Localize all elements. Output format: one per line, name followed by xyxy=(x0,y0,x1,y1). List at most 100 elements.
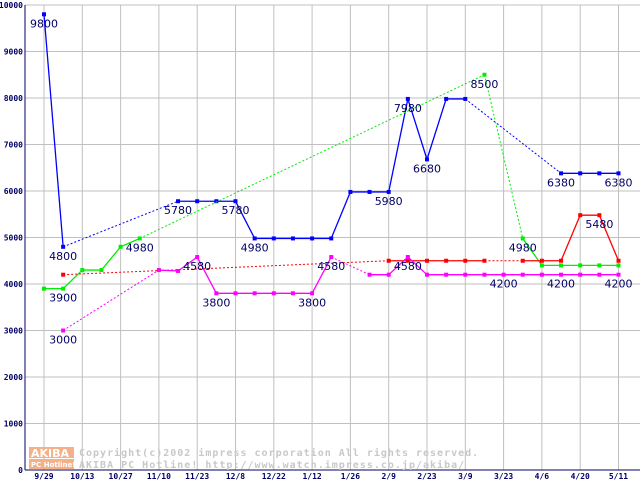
red-point xyxy=(482,258,487,263)
magenta-point xyxy=(156,268,161,273)
y-tick-label: 9000 xyxy=(4,48,23,57)
series-layer xyxy=(42,12,621,333)
data-label: 7980 xyxy=(394,102,422,115)
y-tick-label: 1000 xyxy=(4,420,23,429)
data-label: 6680 xyxy=(413,162,441,175)
magenta-point xyxy=(597,272,602,277)
green-point xyxy=(482,72,487,77)
red-point xyxy=(425,258,429,263)
green-point xyxy=(137,236,142,241)
x-tick-label: 11/10 xyxy=(147,472,171,480)
blue-segment xyxy=(407,98,428,160)
y-tick-label: 6000 xyxy=(4,187,23,196)
green-point xyxy=(42,286,46,291)
magenta-point xyxy=(520,272,525,277)
data-label: 4980 xyxy=(241,241,269,254)
magenta-point xyxy=(405,255,410,260)
blue-point xyxy=(386,189,391,194)
green-segment xyxy=(120,237,141,248)
red-point xyxy=(616,258,621,263)
magenta-point xyxy=(616,272,621,277)
magenta-point xyxy=(463,272,468,277)
x-tick-label: 9/29 xyxy=(34,472,53,480)
data-label: 3800 xyxy=(298,296,326,309)
magenta-point xyxy=(329,255,334,260)
magenta-point xyxy=(386,272,391,277)
magenta-point xyxy=(425,272,429,277)
y-tick-label: 2000 xyxy=(4,373,23,382)
red-point xyxy=(386,258,391,263)
data-label: 8500 xyxy=(470,78,498,91)
magenta-segment xyxy=(158,269,179,272)
red-point xyxy=(405,258,410,263)
blue-point xyxy=(252,236,257,241)
blue-point xyxy=(405,96,410,101)
magenta-segment xyxy=(407,256,428,276)
x-tick-label: 5/11 xyxy=(609,472,628,480)
data-label: 6380 xyxy=(547,176,575,189)
x-tick-label: 12/8 xyxy=(226,472,245,480)
magenta-segment xyxy=(177,256,198,272)
magenta-point xyxy=(271,291,276,296)
magenta-point xyxy=(195,255,200,260)
x-tick-label: 2/9 xyxy=(381,472,396,480)
blue-dotted-segment xyxy=(464,98,562,174)
data-label: 4580 xyxy=(394,260,422,273)
url-text: AKIBA PC Hotline! http://www.watch.impre… xyxy=(79,459,465,471)
data-label: 4200 xyxy=(547,278,575,291)
blue-point xyxy=(195,199,200,204)
magenta-point xyxy=(444,272,449,277)
red-segment xyxy=(598,214,620,262)
magenta-point xyxy=(214,291,219,296)
y-tick-label: 8000 xyxy=(4,94,23,103)
x-tick-label: 4/6 xyxy=(535,472,550,480)
blue-point xyxy=(176,199,181,204)
blue-point xyxy=(310,236,315,241)
red-point xyxy=(444,258,449,263)
x-tick-label: 3/23 xyxy=(494,472,513,480)
blue-segment xyxy=(234,200,256,239)
blue-segment xyxy=(388,98,409,193)
green-point xyxy=(61,286,66,291)
data-label: 5980 xyxy=(375,195,403,208)
blue-segment xyxy=(426,98,447,160)
magenta-segment xyxy=(388,256,409,276)
data-label: 5780 xyxy=(222,204,250,217)
x-tick-label: 4/20 xyxy=(571,472,590,480)
x-tick-label: 10/13 xyxy=(70,472,94,480)
magenta-segment xyxy=(311,256,332,294)
magenta-point xyxy=(501,272,506,277)
data-label: 3000 xyxy=(49,334,77,347)
magenta-segment xyxy=(196,256,217,294)
watermark: AKIBA PC Hotline! Copyright(c)2002 impre… xyxy=(29,447,478,471)
data-label: 9800 xyxy=(30,17,58,30)
blue-point xyxy=(559,171,564,176)
blue-point xyxy=(597,171,602,176)
green-dotted-segment xyxy=(139,74,485,239)
data-label: 3800 xyxy=(202,296,230,309)
y-tick-label: 4000 xyxy=(4,280,23,289)
blue-point xyxy=(233,199,238,204)
y-tick-label: 0 xyxy=(18,466,23,475)
blue-point xyxy=(463,96,468,101)
blue-segment xyxy=(330,191,352,239)
blue-dotted-segment xyxy=(62,200,179,248)
data-label: 6380 xyxy=(605,176,633,189)
magenta-dotted-segment xyxy=(62,269,160,331)
magenta-dotted-segment xyxy=(331,256,370,276)
blue-point xyxy=(214,199,219,204)
green-segment xyxy=(62,269,83,290)
data-label: 5780 xyxy=(164,204,192,217)
green-dotted-segment xyxy=(483,74,524,239)
blue-point xyxy=(616,171,621,176)
green-point xyxy=(559,263,564,268)
data-label: 4980 xyxy=(126,241,154,254)
data-label: 4200 xyxy=(605,278,633,291)
magenta-point xyxy=(176,268,181,273)
blue-point xyxy=(425,157,429,162)
blue-point xyxy=(348,189,353,194)
red-point xyxy=(578,213,583,218)
x-tick-label: 11/23 xyxy=(185,472,209,480)
data-label: 4580 xyxy=(183,260,211,273)
